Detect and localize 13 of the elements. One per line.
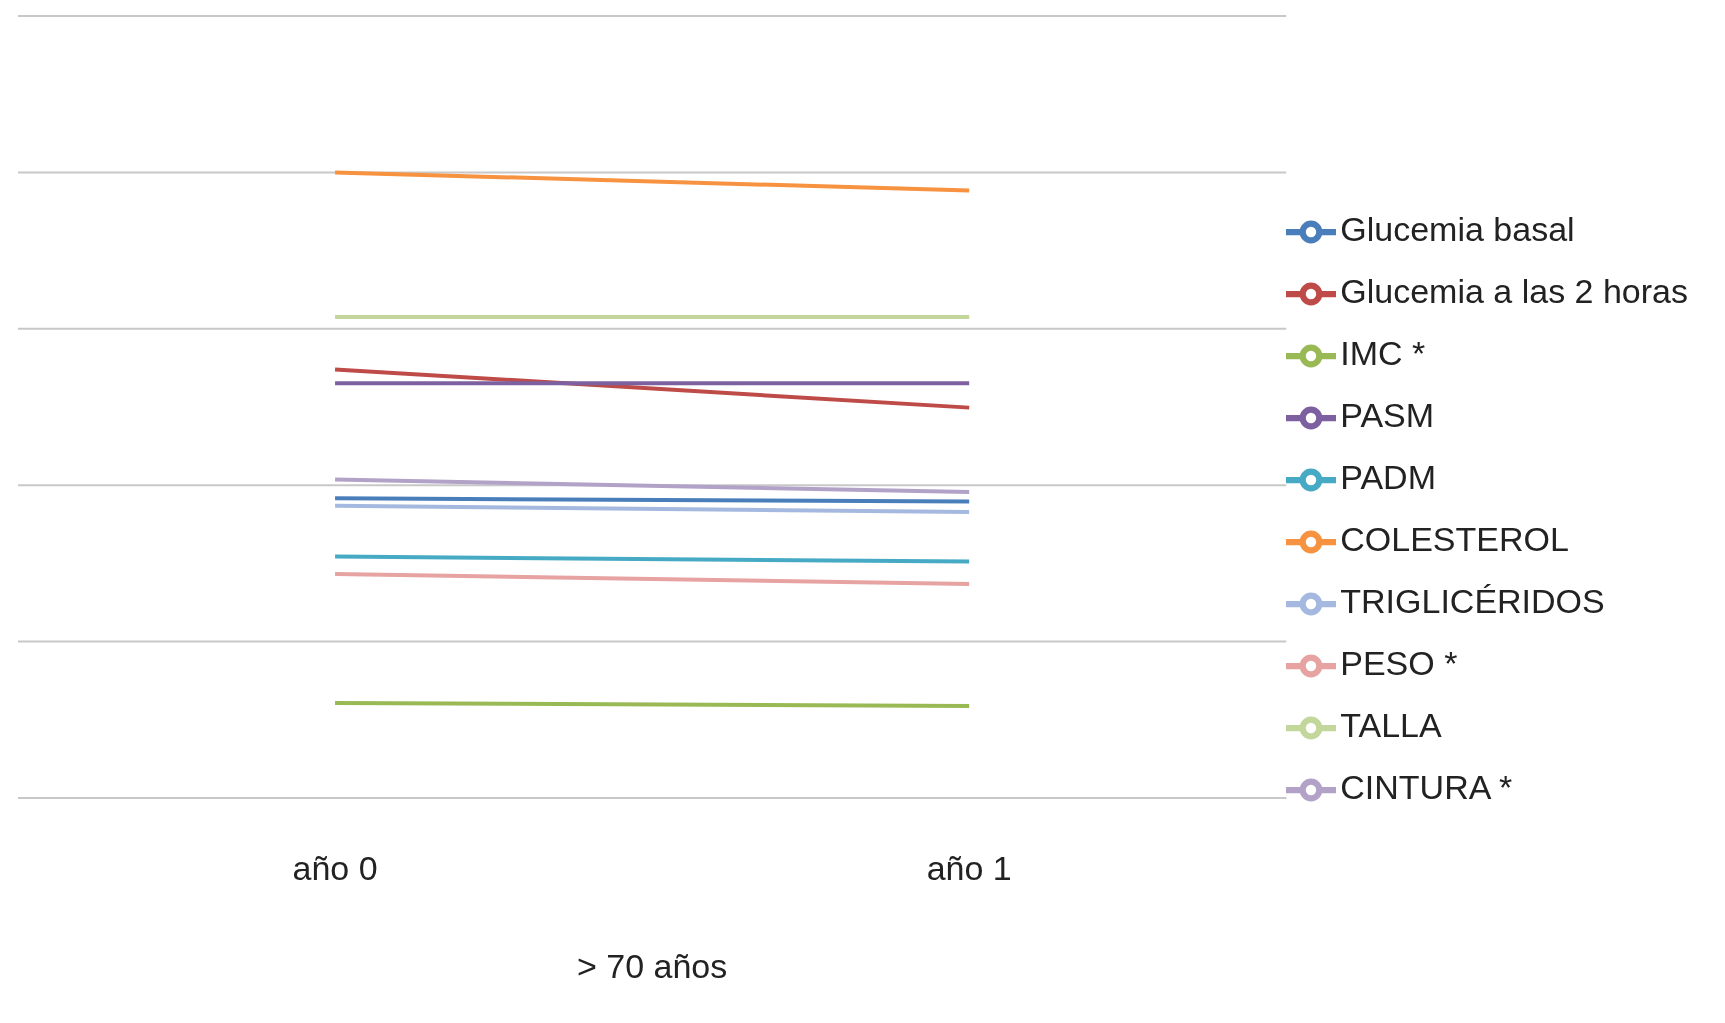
legend-label: PESO * bbox=[1340, 644, 1458, 682]
legend-label: CINTURA * bbox=[1340, 768, 1513, 806]
legend-label: PADM bbox=[1340, 458, 1436, 496]
legend-label: Glucemia basal bbox=[1340, 210, 1575, 248]
legend-label: COLESTEROL bbox=[1340, 520, 1569, 558]
legend-label: PASM bbox=[1340, 396, 1435, 434]
x-tick-label: año 1 bbox=[926, 849, 1012, 888]
x-tick-label: año 0 bbox=[292, 849, 378, 888]
x-axis-title: > 70 años bbox=[576, 947, 728, 985]
legend-label: IMC * bbox=[1340, 334, 1426, 372]
legend-label: Glucemia a las 2 horas bbox=[1340, 272, 1688, 310]
legend-label: TALLA bbox=[1340, 706, 1442, 744]
legend-label: TRIGLICÉRIDOS bbox=[1340, 582, 1605, 620]
